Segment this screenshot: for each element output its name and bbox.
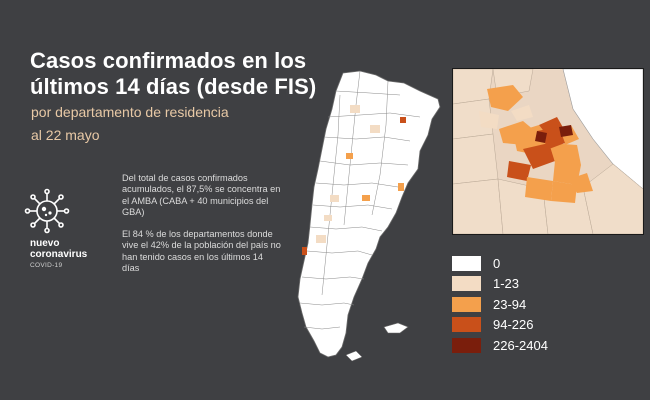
argentina-outline — [297, 70, 441, 358]
legend-item: 1-23 — [452, 274, 548, 293]
brand-line-2: coronavirus — [30, 249, 88, 260]
legend: 0 1-23 23-94 94-226 226-2404 — [452, 254, 548, 356]
note-paragraph-1: Del total de casos confirmados acumulado… — [122, 173, 281, 217]
legend-swatch — [452, 256, 481, 271]
title-line-2: últimos 14 días (desde FIS) — [30, 74, 317, 99]
legend-swatch — [452, 337, 481, 353]
title-line-1: Casos confirmados en los — [30, 48, 307, 73]
legend-label: 94-226 — [493, 317, 534, 333]
legend-label: 23-94 — [493, 296, 527, 312]
legend-label: 226-2404 — [493, 337, 548, 353]
legend-swatch — [452, 317, 481, 333]
legend-item: 0 — [452, 254, 548, 273]
note-paragraph-2: El 84 % de los departamentos donde vive … — [122, 229, 281, 274]
malvinas-islands — [345, 350, 363, 362]
argentina-map — [297, 70, 441, 362]
legend-item: 226-2404 — [452, 336, 548, 355]
virus-icon — [24, 188, 70, 234]
title: Casos confirmados en los últimos 14 días… — [30, 48, 316, 100]
brand-line-3: COVID-19 — [30, 262, 63, 269]
amba-inset-map — [452, 68, 644, 235]
legend-label: 0 — [493, 256, 501, 271]
legend-item: 23-94 — [452, 295, 548, 314]
legend-swatch — [452, 276, 481, 292]
subtitle: por departamento de residencia — [31, 104, 229, 120]
orange-departments — [302, 105, 406, 255]
brand-line-1: nuevo — [30, 238, 60, 249]
date-label: al 22 mayo — [31, 127, 100, 143]
tierra-del-fuego — [383, 322, 409, 334]
amba-districts — [479, 85, 593, 203]
legend-label: 1-23 — [493, 276, 520, 292]
brand: nuevo coronavirus COVID-19 — [30, 238, 87, 271]
legend-swatch — [452, 296, 481, 312]
legend-item: 94-226 — [452, 315, 548, 334]
note: Del total de casos confirmados acumulado… — [122, 173, 282, 285]
